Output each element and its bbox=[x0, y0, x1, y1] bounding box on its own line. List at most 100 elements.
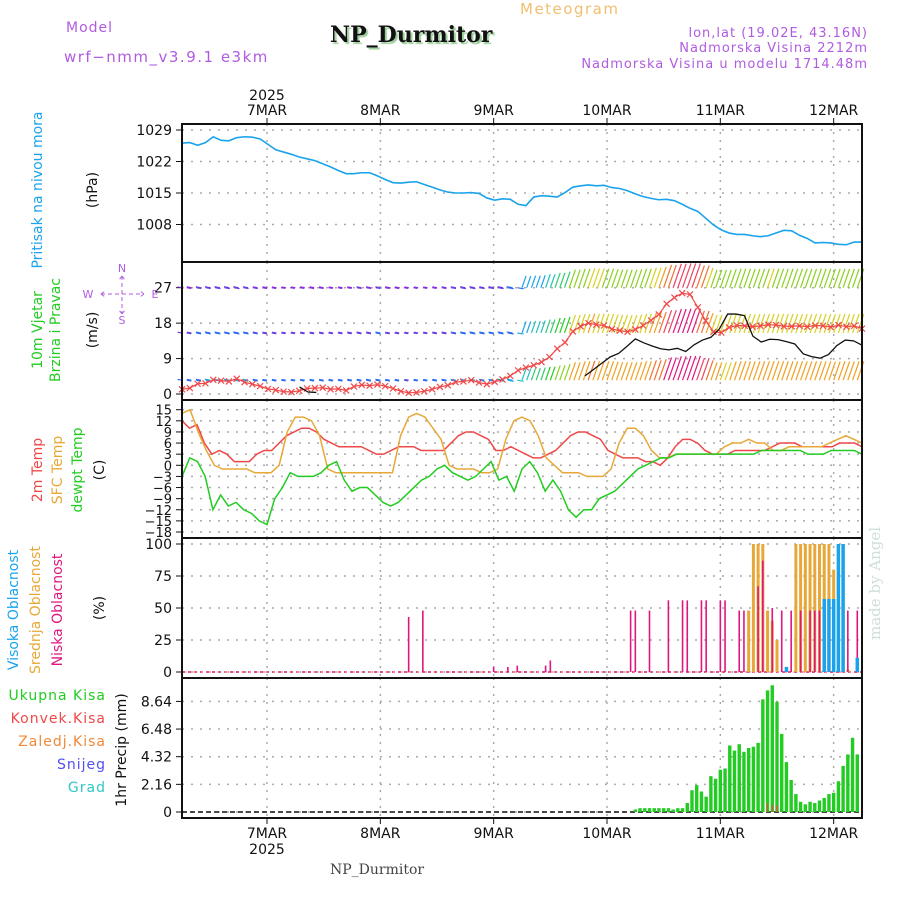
wind-barb bbox=[663, 357, 673, 381]
wind-barb bbox=[762, 313, 770, 334]
wind-barb bbox=[630, 362, 638, 381]
precip-bar bbox=[846, 754, 850, 812]
compass-w: W bbox=[83, 288, 94, 301]
wind-speed-marker bbox=[538, 358, 545, 366]
wind-barb bbox=[625, 362, 633, 381]
wind-barb bbox=[658, 359, 667, 381]
wind-speed-marker bbox=[663, 300, 671, 308]
wind-barb bbox=[488, 287, 495, 290]
wind-barb bbox=[404, 378, 409, 381]
wind-speed-marker bbox=[452, 378, 459, 386]
wind-barb bbox=[757, 268, 766, 288]
precip-bar bbox=[728, 745, 732, 812]
wind-barb bbox=[413, 287, 418, 290]
wind-barb bbox=[394, 286, 400, 289]
wind-speed-marker bbox=[827, 323, 835, 331]
wind-speed-marker bbox=[373, 381, 381, 388]
precip-bar bbox=[827, 794, 831, 812]
wind-barb bbox=[814, 313, 822, 334]
wind-barb bbox=[299, 379, 305, 382]
wind-axis-title-2: Brzina i Pravac bbox=[48, 278, 64, 382]
wind-barb bbox=[488, 286, 494, 289]
wind-barb bbox=[611, 361, 619, 381]
wind-barb bbox=[530, 275, 537, 288]
wind-barb bbox=[818, 313, 827, 334]
wind-barb bbox=[696, 265, 705, 288]
wind-barb bbox=[748, 361, 756, 381]
wind-barb bbox=[833, 268, 841, 288]
wind-barb bbox=[526, 275, 532, 288]
temp-tick-label: −9 bbox=[153, 493, 172, 508]
wind-speed-marker bbox=[842, 323, 850, 331]
temp2m-axis-title: 2m Temp bbox=[30, 438, 46, 502]
precip-bar bbox=[643, 808, 647, 812]
wind-barb bbox=[205, 332, 211, 335]
wind-speed-marker bbox=[655, 311, 663, 318]
wind-barb bbox=[365, 286, 371, 289]
wind-speed-marker bbox=[835, 321, 842, 329]
wind-barb bbox=[578, 313, 586, 334]
bottom-tick-label: 7MAR bbox=[247, 826, 288, 842]
wind-barb bbox=[757, 361, 766, 381]
precip-bar bbox=[633, 809, 638, 812]
wind-speed-marker bbox=[288, 388, 295, 396]
wind-speed-marker bbox=[756, 322, 764, 330]
wind-barb bbox=[318, 332, 324, 335]
wind-speed-marker bbox=[311, 384, 319, 392]
wind-speed-marker bbox=[319, 384, 327, 392]
wind-barb bbox=[497, 286, 504, 289]
wind-speed-marker bbox=[420, 387, 428, 395]
wind-barb bbox=[776, 268, 785, 288]
wind-barb bbox=[498, 332, 504, 335]
wind-barb bbox=[766, 313, 775, 334]
wind-barb bbox=[710, 269, 718, 288]
wind-barb bbox=[318, 379, 324, 382]
wind-barb bbox=[186, 287, 192, 290]
precip-bar bbox=[808, 801, 812, 812]
temp-tick-label: −12 bbox=[145, 504, 172, 519]
wind-barb bbox=[587, 268, 596, 288]
bottom-tick-label: 8MAR bbox=[360, 826, 401, 842]
wind-barb bbox=[828, 361, 836, 381]
wind-barb bbox=[366, 287, 372, 290]
wind-barb bbox=[842, 313, 851, 334]
wind-barb bbox=[549, 274, 556, 288]
wind-barb bbox=[195, 378, 201, 381]
wind-barb bbox=[823, 268, 832, 288]
wind-barb bbox=[281, 378, 286, 381]
wind-barb bbox=[738, 268, 747, 288]
wind-barb bbox=[743, 268, 752, 288]
wind-speed-marker bbox=[194, 380, 202, 388]
wind-barb bbox=[413, 286, 419, 289]
wind-speed-marker bbox=[202, 379, 209, 387]
wind-barb bbox=[526, 368, 532, 381]
wind-barb bbox=[403, 379, 409, 382]
wind-barb bbox=[733, 361, 742, 381]
wind-barb bbox=[658, 311, 667, 334]
wind-barb bbox=[521, 368, 527, 381]
footer-title: NP_Durmitor bbox=[330, 862, 425, 878]
wind-barb bbox=[630, 269, 638, 288]
wind-barb bbox=[205, 287, 211, 290]
precip-tick-label: 4.32 bbox=[141, 750, 172, 766]
precip-bar bbox=[737, 744, 741, 812]
cloud-low-axis-title: Niska Oblacnost bbox=[50, 553, 66, 666]
wind-barb bbox=[479, 287, 485, 290]
wind-speed-marker bbox=[272, 386, 280, 394]
wind-barb bbox=[356, 331, 362, 334]
wind-speed-marker bbox=[444, 381, 452, 389]
wind-barb bbox=[554, 272, 561, 288]
wind-barb bbox=[535, 368, 541, 381]
wind-barb bbox=[290, 378, 296, 381]
wind-barb bbox=[592, 268, 601, 288]
precip-bar bbox=[761, 699, 765, 812]
wind-barb bbox=[517, 287, 524, 290]
wind-barb bbox=[828, 268, 836, 288]
wind-barb bbox=[762, 268, 770, 288]
wind-barb bbox=[469, 332, 476, 335]
precip-bar bbox=[638, 808, 642, 812]
precip-bar bbox=[647, 808, 652, 812]
wind-barb bbox=[823, 313, 832, 334]
wind-barb bbox=[365, 331, 371, 334]
precip-bar bbox=[822, 797, 826, 812]
